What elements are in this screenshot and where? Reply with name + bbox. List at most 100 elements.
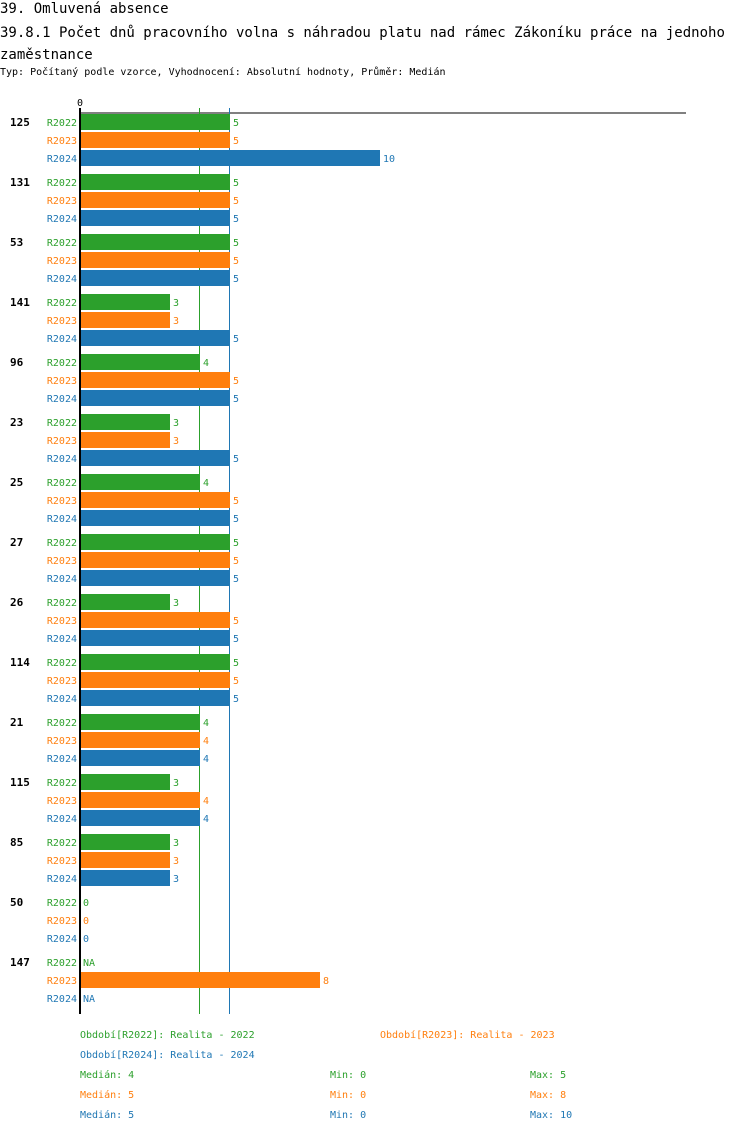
data-label: 3 (173, 874, 179, 885)
data-label: 4 (203, 478, 209, 489)
series-label: R2022 (47, 898, 77, 909)
data-label: 5 (233, 376, 239, 387)
series-label: R2024 (47, 454, 77, 465)
bar (80, 534, 230, 550)
data-label: 3 (173, 778, 179, 789)
series-label: R2023 (47, 376, 77, 387)
data-label: 5 (233, 676, 239, 687)
stat-median-r2024: Medián: 5 (80, 1110, 135, 1121)
data-label: 5 (233, 658, 239, 669)
x-tick-label: 0 (77, 98, 83, 109)
bar (80, 234, 230, 250)
section-title: 39. Omluvená absence (0, 1, 169, 17)
bar (80, 432, 170, 448)
data-label: 3 (173, 418, 179, 429)
series-label: R2023 (47, 496, 77, 507)
series-label: R2024 (47, 334, 77, 345)
data-label: 5 (233, 256, 239, 267)
bar (80, 852, 170, 868)
data-label: 5 (233, 574, 239, 585)
data-label: 4 (203, 814, 209, 825)
series-label: R2023 (47, 436, 77, 447)
series-label: R2022 (47, 238, 77, 249)
series-label: R2022 (47, 178, 77, 189)
bar (80, 690, 230, 706)
legend-r2023: Období[R2023]: Realita - 2023 (380, 1030, 555, 1041)
stat-max-r2024: Max: 10 (530, 1110, 573, 1121)
category-label: 21 (10, 716, 24, 729)
series-label: R2023 (47, 316, 77, 327)
series-label: R2024 (47, 574, 77, 585)
data-label: 4 (203, 754, 209, 765)
bar (80, 174, 230, 190)
bar (80, 132, 230, 148)
bar (80, 354, 200, 370)
stat-median-r2023: Medián: 5 (80, 1090, 135, 1101)
bar (80, 810, 200, 826)
series-label: R2022 (47, 718, 77, 729)
bar (80, 330, 230, 346)
data-label: 5 (233, 454, 239, 465)
data-label: 5 (233, 616, 239, 627)
data-label: 8 (323, 976, 329, 987)
bar (80, 834, 170, 850)
series-label: R2024 (47, 154, 77, 165)
series-label: R2023 (47, 256, 77, 267)
bar (80, 114, 230, 130)
data-label: 5 (233, 118, 239, 129)
bar (80, 510, 230, 526)
data-label: 0 (83, 916, 89, 927)
stat-min-r2024: Min: 0 (330, 1110, 367, 1121)
series-label: R2024 (47, 754, 77, 765)
data-label: 5 (233, 214, 239, 225)
data-label: 5 (233, 238, 239, 249)
bar (80, 714, 200, 730)
bar-chart: 0 125 R2022 5 R2023 5 R2024 10 131 R2022 5 R2023 5 R2… (10, 98, 686, 1014)
data-label: 5 (233, 274, 239, 285)
data-label: 5 (233, 556, 239, 567)
series-label: R2023 (47, 976, 77, 987)
bar (80, 792, 200, 808)
legend-r2024: Období[R2024]: Realita - 2024 (80, 1050, 255, 1061)
category-label: 125 (10, 116, 30, 129)
data-label: NA (83, 958, 95, 969)
category-label: 96 (10, 356, 24, 369)
series-label: R2024 (47, 874, 77, 885)
bar (80, 612, 230, 628)
category-label: 27 (10, 536, 23, 549)
series-label: R2022 (47, 118, 77, 129)
series-label: R2024 (47, 514, 77, 525)
data-label: 5 (233, 334, 239, 345)
data-label: 5 (233, 136, 239, 147)
data-label: 3 (173, 838, 179, 849)
stat-median-r2022: Medián: 4 (80, 1070, 135, 1081)
stat-max-r2022: Max: 5 (530, 1070, 567, 1081)
bar (80, 192, 230, 208)
bar (80, 294, 170, 310)
series-label: R2023 (47, 136, 77, 147)
series-label: R2022 (47, 598, 77, 609)
data-label: NA (83, 994, 95, 1005)
series-label: R2023 (47, 556, 77, 567)
data-label: 0 (83, 898, 89, 909)
bar (80, 972, 320, 988)
bar (80, 492, 230, 508)
data-label: 5 (233, 694, 239, 705)
series-label: R2022 (47, 418, 77, 429)
series-label: R2023 (47, 796, 77, 807)
category-label: 114 (10, 656, 30, 669)
bar (80, 750, 200, 766)
data-label: 0 (83, 934, 89, 945)
data-label: 4 (203, 736, 209, 747)
series-label: R2023 (47, 916, 77, 927)
data-label: 3 (173, 436, 179, 447)
series-label: R2024 (47, 814, 77, 825)
data-label: 5 (233, 178, 239, 189)
series-label: R2022 (47, 538, 77, 549)
chart-subtitle: Typ: Počítaný podle vzorce, Vyhodnocení:… (0, 67, 446, 78)
bar (80, 474, 200, 490)
bar (80, 252, 230, 268)
data-label: 5 (233, 394, 239, 405)
series-label: R2023 (47, 736, 77, 747)
series-label: R2022 (47, 778, 77, 789)
